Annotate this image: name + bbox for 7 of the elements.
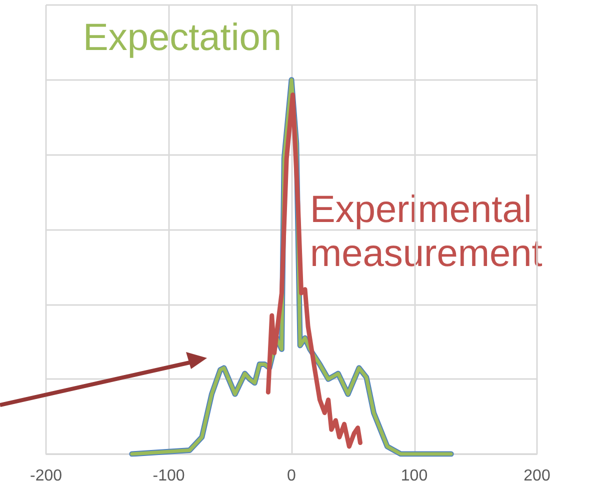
- series-label: Experimental measurement: [310, 189, 543, 275]
- series-label: Expectation: [83, 17, 282, 59]
- x-tick-label: 0: [287, 468, 296, 484]
- x-tick-label: -200: [30, 468, 62, 484]
- x-tick-label: 200: [524, 468, 550, 484]
- x-tick-label: -100: [152, 468, 185, 484]
- x-tick-label: 100: [400, 468, 428, 484]
